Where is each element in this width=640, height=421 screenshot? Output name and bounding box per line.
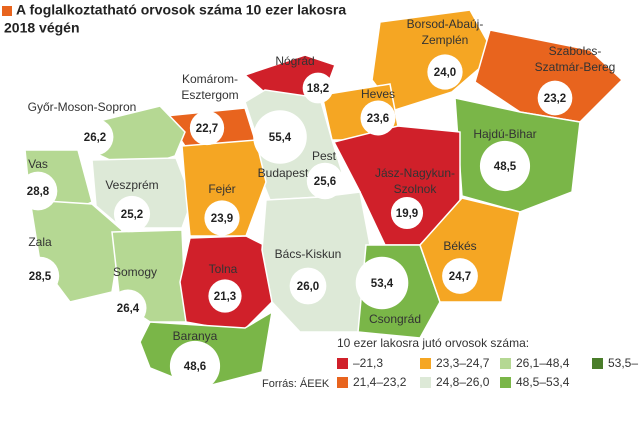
value-label: 55,4 bbox=[269, 132, 292, 144]
value-bubble bbox=[306, 162, 344, 200]
county-name: Győr-Moson-Sopron bbox=[28, 100, 137, 114]
value-bubble bbox=[20, 256, 60, 296]
legend-label: 24,8–26,0 bbox=[436, 375, 490, 389]
legend-swatch bbox=[592, 358, 603, 369]
value-bubble bbox=[479, 140, 531, 192]
county-name: Komárom- bbox=[182, 72, 238, 86]
county-name: Esztergom bbox=[181, 88, 238, 102]
county-name: Bács-Kiskun bbox=[275, 247, 342, 261]
value-label: 48,5 bbox=[494, 161, 517, 173]
value-label: 53,4 bbox=[371, 278, 394, 290]
value-bubble bbox=[189, 110, 225, 146]
subtitle: 2018 végén bbox=[4, 20, 80, 36]
legend-swatch bbox=[420, 377, 431, 388]
value-label: 22,7 bbox=[196, 123, 218, 135]
value-bubble bbox=[204, 200, 240, 236]
legend-swatch bbox=[500, 377, 511, 388]
county-name: Szolnok bbox=[394, 182, 438, 196]
value-bubble bbox=[76, 118, 114, 156]
value-label: 26,4 bbox=[117, 303, 140, 315]
value-label: 25,2 bbox=[121, 209, 143, 221]
county-name: Somogy bbox=[113, 265, 157, 279]
value-label: 28,8 bbox=[27, 186, 50, 198]
value-bubble bbox=[427, 54, 463, 90]
county-name: Fejér bbox=[208, 182, 235, 196]
legend-label: –21,3 bbox=[353, 356, 383, 370]
county bbox=[261, 191, 371, 333]
county-name: Pest bbox=[312, 149, 337, 163]
value-label: 21,3 bbox=[214, 291, 236, 303]
value-label: 48,6 bbox=[184, 361, 206, 373]
county-name: Veszprém bbox=[105, 178, 158, 192]
value-bubble bbox=[302, 72, 334, 104]
county-name: Tolna bbox=[209, 262, 238, 276]
county-name: Zala bbox=[28, 235, 52, 249]
value-label: 26,0 bbox=[297, 281, 319, 293]
legend-label: 26,1–48,4 bbox=[516, 356, 570, 370]
county-name: Hajdú-Bihar bbox=[473, 127, 536, 141]
value-label: 28,5 bbox=[29, 271, 52, 283]
value-bubble bbox=[208, 279, 242, 313]
county-name: Békés bbox=[443, 239, 476, 253]
county-name: Baranya bbox=[173, 329, 218, 343]
value-bubble bbox=[289, 267, 327, 305]
county-name: Heves bbox=[361, 87, 395, 101]
legend-label: 23,3–24,7 bbox=[436, 356, 490, 370]
county-name: Jász-Nagykun- bbox=[375, 166, 455, 180]
title-marker bbox=[2, 6, 12, 16]
value-label: 26,2 bbox=[84, 132, 106, 144]
value-bubble bbox=[169, 340, 221, 392]
county-name: Szatmár-Bereg bbox=[535, 60, 616, 74]
source: Forrás: ÁEEK bbox=[262, 377, 330, 390]
title: A foglalkoztatható orvosok száma 10 ezer… bbox=[16, 2, 346, 18]
value-label: 23,2 bbox=[544, 93, 566, 105]
county-name: Szabolcs- bbox=[549, 44, 602, 58]
value-label: 18,2 bbox=[307, 83, 329, 95]
value-label: 24,0 bbox=[434, 67, 456, 79]
legend-label: 21,4–23,2 bbox=[353, 375, 407, 389]
value-bubble bbox=[355, 256, 409, 310]
county-name: Nógrád bbox=[275, 54, 314, 68]
value-bubble bbox=[537, 80, 573, 116]
value-label: 23,9 bbox=[211, 213, 233, 225]
county-name: Zemplén bbox=[422, 33, 469, 47]
legend-swatch bbox=[337, 358, 348, 369]
value-label: 23,6 bbox=[367, 113, 389, 125]
legend-label: 48,5–53,4 bbox=[516, 375, 570, 389]
county-name: Budapest bbox=[258, 166, 309, 180]
value-bubble bbox=[253, 110, 307, 164]
value-label: 24,7 bbox=[449, 271, 471, 283]
legend-swatch bbox=[500, 358, 511, 369]
legend-swatch bbox=[337, 377, 348, 388]
legend-title: 10 ezer lakosra jutó orvosok száma: bbox=[337, 336, 529, 350]
legend-label: 53,5– bbox=[608, 356, 638, 370]
value-bubble bbox=[360, 100, 396, 136]
value-bubble bbox=[390, 196, 424, 230]
value-label: 25,6 bbox=[314, 176, 336, 188]
value-bubble bbox=[18, 171, 58, 211]
value-bubble bbox=[109, 289, 147, 327]
county-name: Vas bbox=[28, 157, 48, 171]
county-name: Csongrád bbox=[369, 312, 421, 326]
value-bubble bbox=[442, 258, 478, 294]
value-label: 19,9 bbox=[396, 208, 418, 220]
legend-swatch bbox=[420, 358, 431, 369]
county-name: Borsod-Abaúj- bbox=[407, 17, 484, 31]
value-bubble bbox=[113, 195, 151, 233]
